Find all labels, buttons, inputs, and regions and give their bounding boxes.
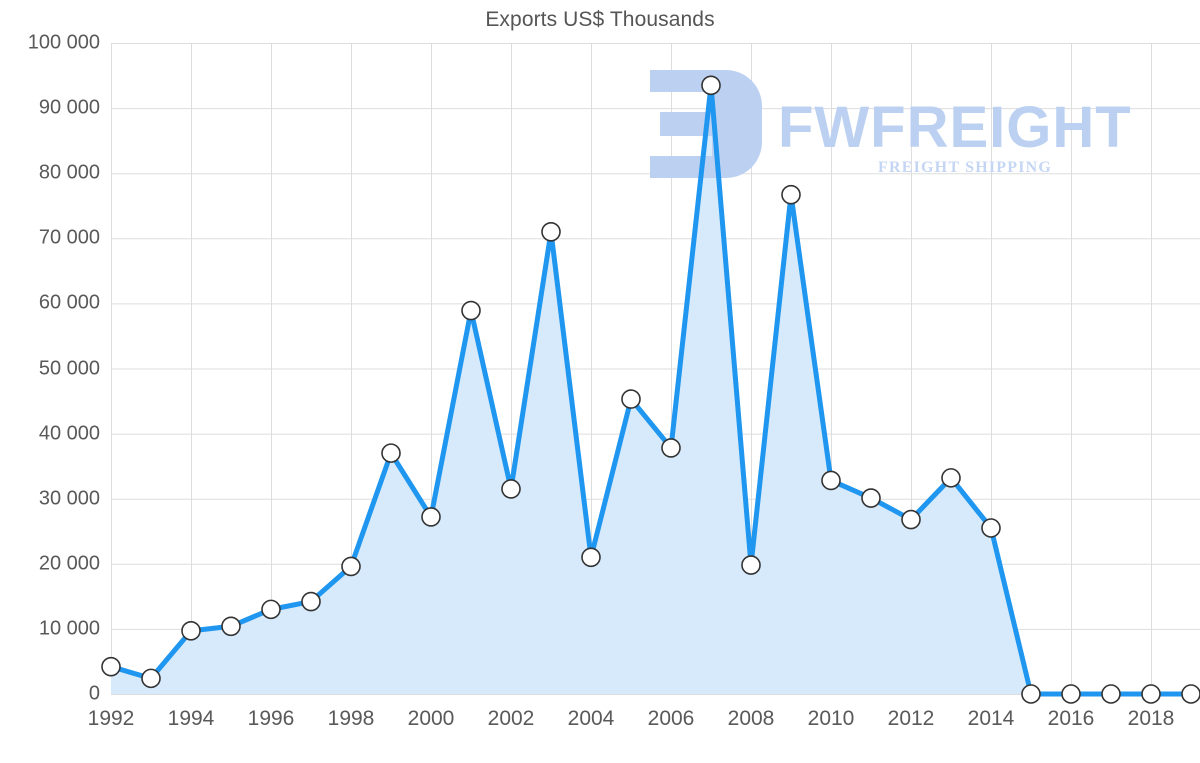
x-axis-tick-label: 1998 bbox=[327, 707, 375, 730]
chart-title: Exports US$ Thousands bbox=[485, 8, 715, 31]
y-axis-tick-label: 30 000 bbox=[38, 487, 100, 510]
x-axis-tick-label: 2000 bbox=[407, 707, 455, 730]
x-axis-tick-label: 2004 bbox=[567, 707, 615, 730]
data-point-marker bbox=[221, 616, 241, 637]
data-point-marker bbox=[901, 509, 921, 530]
data-point-marker bbox=[821, 470, 841, 491]
x-axis-tick-label: 1996 bbox=[247, 707, 295, 730]
y-axis-tick-label: 90 000 bbox=[38, 96, 100, 119]
series-line bbox=[108, 82, 1194, 697]
x-axis-tick-label: 2016 bbox=[1047, 707, 1095, 730]
data-point-marker bbox=[1061, 684, 1081, 704]
y-axis-tick-label: 40 000 bbox=[38, 422, 100, 445]
x-axis-tick-label: 2012 bbox=[887, 707, 935, 730]
y-axis-tick-label: 60 000 bbox=[38, 291, 100, 314]
data-point-marker bbox=[741, 555, 761, 575]
data-point-marker bbox=[501, 479, 521, 499]
y-axis-tick-label: 10 000 bbox=[38, 617, 100, 640]
x-axis-tick-label: 2010 bbox=[807, 707, 855, 730]
x-axis-tick-label: 1992 bbox=[87, 707, 135, 730]
data-point-marker bbox=[581, 547, 601, 568]
data-point-marker bbox=[1101, 684, 1121, 704]
data-point-marker bbox=[621, 389, 641, 409]
data-point-marker bbox=[101, 656, 121, 677]
y-axis-tick-label: 80 000 bbox=[38, 161, 100, 184]
data-point-marker bbox=[661, 438, 681, 458]
x-axis-tick-label: 2002 bbox=[487, 707, 535, 730]
data-point-marker bbox=[981, 518, 1001, 538]
data-point-marker bbox=[301, 591, 321, 612]
x-axis-tick-label: 1994 bbox=[167, 707, 215, 730]
data-point-marker bbox=[341, 556, 361, 577]
x-axis-tick-label: 2006 bbox=[647, 707, 695, 730]
data-point-marker bbox=[541, 221, 561, 242]
y-axis-tick-label: 70 000 bbox=[38, 226, 100, 249]
x-axis-tick-label: 2018 bbox=[1127, 707, 1175, 730]
y-axis-tick-label: 0 bbox=[88, 682, 100, 705]
area-fill bbox=[111, 85, 1191, 694]
y-axis-tick-label: 20 000 bbox=[38, 552, 100, 575]
data-point-marker bbox=[861, 488, 881, 508]
data-point-marker bbox=[381, 443, 401, 463]
data-point-marker bbox=[421, 507, 441, 527]
data-point-marker bbox=[1141, 684, 1161, 704]
data-point-marker bbox=[261, 599, 281, 620]
data-point-marker bbox=[941, 468, 961, 488]
data-point-marker bbox=[141, 668, 161, 689]
data-point-marker bbox=[1181, 684, 1200, 704]
data-point-marker bbox=[1021, 684, 1041, 704]
data-point-marker bbox=[461, 300, 481, 321]
x-axis-tick-label: 2008 bbox=[727, 707, 775, 730]
data-point-marker bbox=[181, 621, 201, 641]
data-point-marker bbox=[781, 184, 801, 205]
x-axis-tick-label: 2014 bbox=[967, 707, 1015, 730]
data-point-marker bbox=[701, 75, 721, 96]
y-axis-tick-label: 100 000 bbox=[27, 31, 100, 54]
y-axis-tick-label: 50 000 bbox=[38, 357, 100, 379]
